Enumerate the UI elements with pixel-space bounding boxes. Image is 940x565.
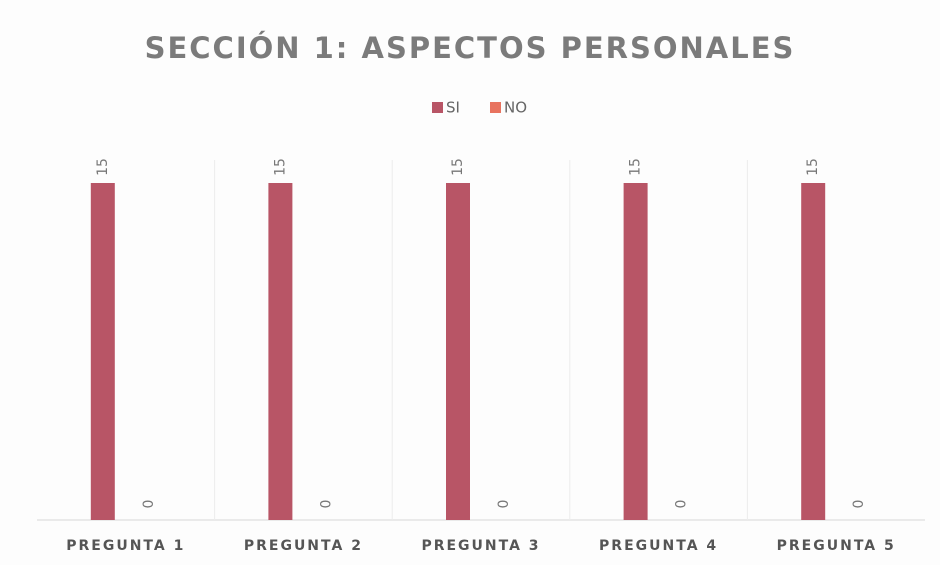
x-tick-label: PREGUNTA 5 (777, 538, 896, 554)
data-label: 15 (450, 158, 466, 176)
legend-swatch (490, 102, 501, 113)
data-label: 15 (628, 158, 644, 176)
bar (623, 183, 648, 520)
data-label: 15 (272, 158, 288, 176)
bar (801, 183, 826, 520)
bar (90, 183, 115, 520)
data-label: 0 (851, 500, 867, 509)
data-label: 0 (318, 500, 334, 509)
data-label: 0 (141, 500, 157, 509)
x-tick-label: PREGUNTA 1 (66, 538, 185, 554)
legend-label: SI (446, 99, 460, 117)
legend-swatch (432, 102, 443, 113)
legend-label: NO (504, 99, 527, 117)
data-label: 0 (674, 500, 690, 509)
data-label: 15 (95, 158, 111, 176)
data-label: 0 (496, 500, 512, 509)
data-label: 15 (805, 158, 821, 176)
x-tick-label: PREGUNTA 2 (244, 538, 363, 554)
chart-title: SECCIÓN 1: ASPECTOS PERSONALES (145, 31, 796, 65)
bar (268, 183, 293, 520)
x-tick-label: PREGUNTA 4 (599, 538, 718, 554)
bar (446, 183, 470, 520)
x-tick-label: PREGUNTA 3 (421, 538, 540, 554)
